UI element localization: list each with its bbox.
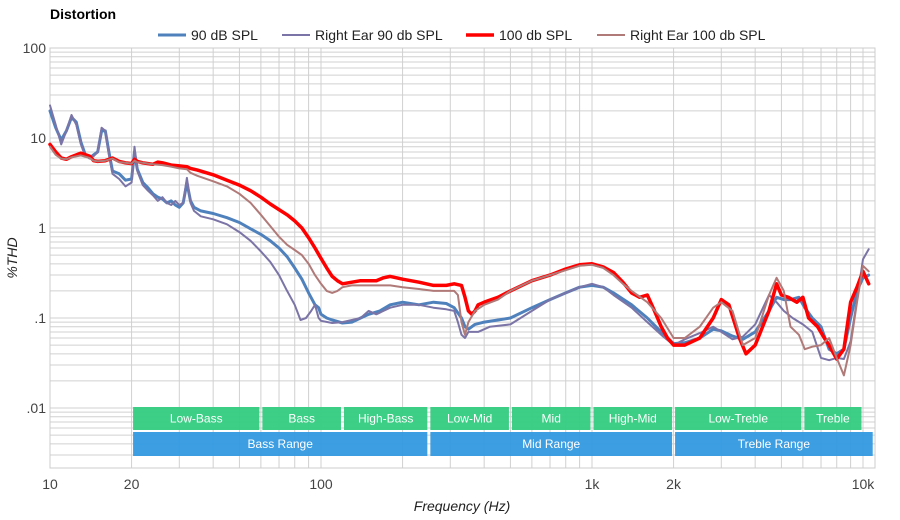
x-tick-label: 1k — [585, 476, 601, 492]
legend: 90 dB SPL Right Ear 90 db SPL 100 db SPL Ri… — [158, 27, 766, 43]
y-tick-label: 1 — [38, 220, 46, 236]
y-tick-label: 10 — [30, 130, 46, 146]
band-low-treble — [675, 407, 802, 430]
series-line-1 — [49, 104, 870, 362]
band-label: Mid — [542, 412, 561, 426]
band-label: Mid Range — [522, 437, 580, 451]
band-high-bass — [343, 407, 428, 430]
band-low-mid — [430, 407, 509, 430]
band-bass-range — [133, 432, 428, 456]
y-tick-label: 100 — [23, 40, 47, 56]
band-label: Treble Range — [738, 437, 811, 451]
y-tick-label: .01 — [27, 400, 47, 416]
band-high-mid — [593, 407, 673, 430]
band-mid-range — [430, 432, 673, 456]
legend-label: 100 db SPL — [499, 27, 572, 43]
grid — [49, 47, 876, 469]
band-label: Low-Bass — [170, 412, 223, 426]
chart-title: Distortion — [50, 6, 116, 22]
legend-label: Right Ear 100 db SPL — [630, 27, 766, 43]
x-axis-label: Frequency (Hz) — [414, 498, 510, 514]
y-tick-labels: 100 10 1 .1 .01 — [23, 40, 47, 416]
frequency-bands: Low-Bass Bass High-Bass Low-Mid Mid High-Mid L… — [133, 407, 873, 456]
band-label: Bass — [288, 412, 315, 426]
y-tick-label: .1 — [34, 310, 46, 326]
x-tick-label: 10 — [42, 476, 58, 492]
series-line-3 — [49, 145, 870, 377]
band-treble-range — [675, 432, 873, 456]
band-label: Low-Treble — [708, 412, 768, 426]
plot-frame — [49, 47, 876, 469]
legend-label: Right Ear 90 db SPL — [315, 27, 443, 43]
band-low-bass — [133, 407, 260, 430]
x-tick-label: 100 — [309, 476, 333, 492]
band-bass — [262, 407, 341, 430]
band-label: Low-Mid — [447, 412, 492, 426]
x-tick-label: 20 — [124, 476, 140, 492]
series-lines — [48, 104, 871, 377]
legend-label: 90 dB SPL — [191, 27, 258, 43]
band-treble — [804, 407, 862, 430]
y-axis-label: %THD — [4, 237, 20, 278]
x-tick-label: 2k — [666, 476, 682, 492]
band-label: High-Mid — [609, 412, 657, 426]
band-label: Treble — [816, 412, 850, 426]
x-tick-labels: 10 20 100 1k 2k 10k — [42, 476, 875, 492]
band-label: High-Bass — [358, 412, 413, 426]
band-label: Bass Range — [248, 437, 314, 451]
band-mid — [511, 407, 591, 430]
x-tick-label: 10k — [852, 476, 876, 492]
